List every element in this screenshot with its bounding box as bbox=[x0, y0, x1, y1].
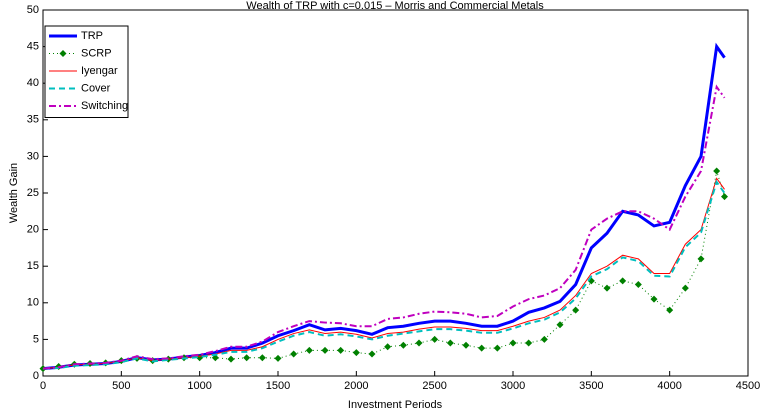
x-tick-label: 500 bbox=[112, 380, 130, 392]
x-tick-label: 4500 bbox=[736, 380, 760, 392]
point-marker bbox=[713, 167, 721, 175]
plot-frame bbox=[42, 9, 749, 377]
point-marker bbox=[493, 344, 501, 352]
legend-label: Iyengar bbox=[81, 65, 118, 77]
point-marker bbox=[274, 354, 282, 362]
point-marker bbox=[556, 321, 564, 329]
point-marker bbox=[721, 193, 728, 201]
series-line bbox=[42, 177, 725, 370]
x-tick-label: 1000 bbox=[187, 380, 211, 392]
point-marker bbox=[227, 355, 235, 363]
series bbox=[42, 84, 726, 370]
point-marker bbox=[399, 341, 407, 349]
point-marker bbox=[681, 284, 689, 292]
y-tick-label: 40 bbox=[27, 77, 39, 89]
point-marker bbox=[697, 255, 705, 263]
x-axis-label: Investment Periods bbox=[348, 399, 443, 411]
series-line bbox=[42, 84, 726, 370]
y-tick-label: 20 bbox=[27, 224, 39, 236]
point-marker bbox=[478, 344, 486, 352]
y-tick-label: 10 bbox=[27, 297, 39, 309]
legend-label: SCRP bbox=[81, 47, 112, 59]
x-tick-label: 1500 bbox=[266, 380, 290, 392]
chart-title: Wealth of TRP with c=0.015 – Morris and … bbox=[246, 0, 544, 12]
y-tick-label: 50 bbox=[27, 4, 39, 16]
y-axis-label: Wealth Gain bbox=[8, 163, 20, 223]
series bbox=[39, 167, 728, 373]
point-marker bbox=[321, 346, 329, 354]
series-line bbox=[42, 170, 725, 370]
point-marker bbox=[243, 354, 251, 362]
series bbox=[42, 179, 726, 370]
y-tick-label: 5 bbox=[33, 333, 39, 345]
point-marker bbox=[446, 339, 454, 347]
point-marker bbox=[337, 346, 345, 354]
point-marker bbox=[368, 350, 376, 358]
x-tick-label: 3500 bbox=[579, 380, 603, 392]
x-tick-label: 0 bbox=[40, 380, 46, 392]
point-marker bbox=[290, 350, 298, 358]
y-tick-label: 15 bbox=[27, 260, 39, 272]
y-tick-label: 45 bbox=[27, 41, 39, 53]
series-line bbox=[42, 179, 726, 370]
x-tick-label: 2000 bbox=[344, 380, 368, 392]
point-marker bbox=[352, 349, 360, 357]
y-tick-label: 35 bbox=[27, 114, 39, 126]
point-marker bbox=[415, 339, 423, 347]
point-marker bbox=[462, 341, 470, 349]
legend-label: Cover bbox=[81, 82, 111, 94]
point-marker bbox=[572, 306, 580, 314]
point-marker bbox=[305, 346, 313, 354]
legend-marker bbox=[59, 50, 67, 57]
point-marker bbox=[258, 354, 266, 362]
legend-label: TRP bbox=[81, 30, 103, 42]
point-marker bbox=[384, 343, 392, 351]
series bbox=[42, 177, 725, 370]
x-tick-label: 3000 bbox=[501, 380, 525, 392]
x-tick-label: 4000 bbox=[657, 380, 681, 392]
point-marker bbox=[525, 339, 533, 347]
point-marker bbox=[619, 277, 627, 285]
point-marker bbox=[509, 339, 517, 347]
legend-box bbox=[44, 25, 129, 118]
y-tick-label: 25 bbox=[27, 187, 39, 199]
point-marker bbox=[540, 335, 548, 343]
point-marker bbox=[431, 335, 439, 343]
y-tick-label: 0 bbox=[33, 370, 39, 382]
point-marker bbox=[650, 295, 658, 303]
y-tick-label: 30 bbox=[27, 150, 39, 162]
point-marker bbox=[666, 306, 674, 314]
x-tick-label: 2500 bbox=[422, 380, 446, 392]
point-marker bbox=[603, 284, 611, 292]
point-marker bbox=[634, 281, 642, 288]
legend-label: Switching bbox=[81, 100, 128, 112]
